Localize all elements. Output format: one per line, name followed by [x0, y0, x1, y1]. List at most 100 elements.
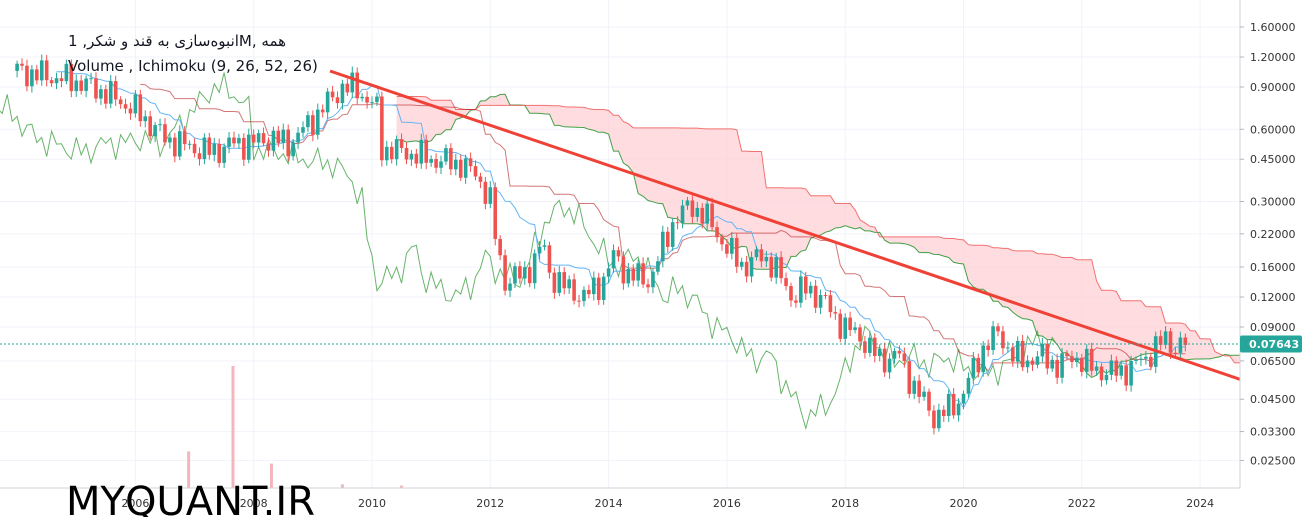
last-price-label: 0.07643 [1249, 338, 1299, 351]
candle-body [912, 380, 917, 394]
time-axis[interactable]: 2006 2008 2010 2012 2014 2016 2018 2020 2022 2024 [121, 497, 1214, 510]
candle-body [404, 148, 409, 160]
candle-body [207, 137, 212, 155]
candle-body [468, 158, 473, 167]
price-tick-label: 0.30000 [1250, 196, 1296, 209]
candle-body [439, 161, 443, 168]
candle-body [256, 133, 261, 143]
candle-body [419, 139, 424, 164]
candle-body [281, 129, 286, 144]
candles [15, 54, 1188, 435]
candle-body [291, 142, 295, 157]
candle-body [113, 81, 118, 100]
candle-body [656, 261, 660, 272]
candle-body [1119, 365, 1124, 376]
candle-body [794, 300, 798, 303]
candle-body [143, 116, 148, 122]
candle-body [725, 244, 729, 254]
time-tick-label: 2008 [240, 497, 268, 510]
candle-body [350, 72, 355, 93]
candle-body [409, 153, 414, 160]
candle-body [1070, 356, 1074, 362]
candle-body [444, 148, 448, 162]
time-tick-label: 2012 [476, 497, 504, 510]
price-tick-label: 0.22000 [1250, 228, 1296, 241]
price-tick-label: 0.03300 [1250, 426, 1296, 439]
candle-body [242, 137, 246, 160]
candle-body [434, 159, 438, 168]
candle-body [182, 131, 187, 145]
price-axis[interactable]: 1.60000 1.20000 0.90000 0.60000 0.45000 0.300… [1240, 21, 1296, 468]
candle-body [902, 353, 907, 362]
symbol-title: انبوه‌سازی به قند و شکر, 1M, همه [68, 32, 286, 50]
price-tick-label: 0.12000 [1250, 291, 1296, 304]
candle-body [84, 78, 88, 91]
candle-body [720, 237, 724, 245]
price-tick-label: 1.60000 [1250, 21, 1296, 34]
candle-body [1010, 347, 1015, 362]
candle-body [917, 380, 921, 397]
candle-body [375, 96, 379, 103]
time-tick-label: 2024 [1186, 497, 1214, 510]
price-tick-label: 0.02500 [1250, 455, 1296, 468]
candle-body [251, 134, 256, 143]
candle-body [601, 276, 606, 300]
candle-body [503, 255, 507, 291]
candle-body [74, 80, 79, 92]
candle-body [15, 63, 19, 71]
candle-body [784, 278, 788, 287]
candle-body [1149, 356, 1153, 367]
candle-body [587, 289, 591, 295]
candle-body [1084, 348, 1089, 372]
candle-body [123, 104, 128, 109]
price-tick-label: 0.60000 [1250, 123, 1296, 136]
candle-body [552, 272, 557, 293]
candle-body [848, 317, 852, 331]
candle-body [922, 391, 926, 397]
candle-body [695, 207, 700, 217]
candle-body [1144, 356, 1148, 359]
candle-body [30, 69, 34, 87]
candle-body [370, 102, 374, 104]
candle-body [592, 277, 596, 295]
candle-body [567, 279, 571, 289]
candle-body [808, 285, 813, 294]
candle-body [133, 94, 138, 114]
candle-body [710, 203, 714, 228]
trend-line[interactable] [329, 69, 1245, 381]
candle-body [951, 393, 956, 416]
candle-body [843, 317, 847, 339]
candle-body [1020, 340, 1025, 368]
candle-body [996, 326, 1000, 332]
time-tick-label: 2014 [595, 497, 623, 510]
candle-body [1158, 336, 1163, 345]
last-price-tag: 0.07643 [1240, 335, 1302, 353]
candle-body [1065, 353, 1069, 357]
candle-body [266, 143, 271, 151]
candle-body [1006, 347, 1010, 349]
candle-body [636, 263, 640, 281]
candle-body [789, 286, 793, 301]
plot-area[interactable] [0, 54, 1302, 488]
candle-body [1099, 366, 1104, 381]
candle-body [20, 63, 24, 66]
watermark-text: MYQUANT.IR [66, 479, 315, 517]
grid [0, 0, 1240, 488]
candle-body [1114, 360, 1119, 376]
candle-body [907, 361, 912, 394]
candle-body [774, 257, 778, 278]
candle-body [1178, 337, 1183, 353]
candle-body [192, 143, 197, 154]
candle-body [163, 124, 167, 143]
candle-body [744, 261, 749, 277]
candle-body [1109, 360, 1114, 375]
candle-body [739, 261, 744, 267]
candle-body [148, 116, 152, 137]
candle-body [937, 409, 941, 429]
candle-body [44, 60, 49, 81]
candle-body [108, 81, 113, 104]
candle-body [508, 283, 512, 291]
candle-body [971, 357, 976, 378]
candle-body [1124, 365, 1128, 386]
